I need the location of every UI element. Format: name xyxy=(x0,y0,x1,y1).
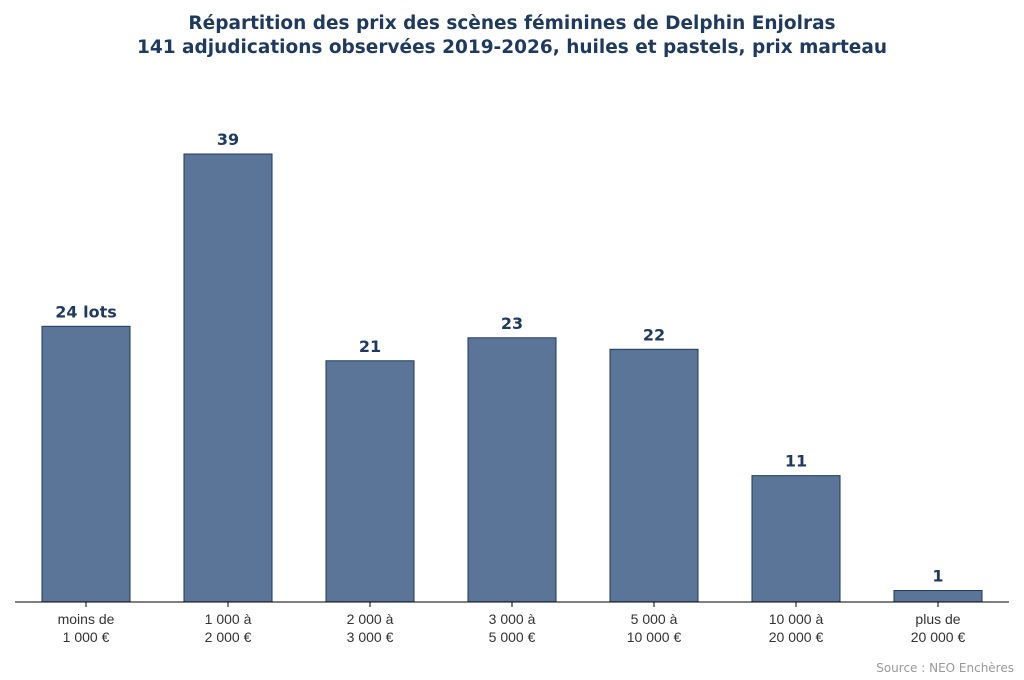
x-tick-label: 5 000 € xyxy=(489,629,536,645)
x-tick-label: 10 000 à xyxy=(769,611,824,627)
x-tick-label: 10 000 € xyxy=(627,629,682,645)
data-label: 21 xyxy=(359,337,381,356)
data-label: 22 xyxy=(643,325,665,344)
source-note: Source : NEO Enchères xyxy=(876,661,1014,675)
data-label: 39 xyxy=(217,130,239,149)
x-tick-label: 20 000 € xyxy=(911,629,966,645)
chart-title: Répartition des prix des scènes féminine… xyxy=(188,13,836,34)
data-label: 11 xyxy=(785,452,807,471)
bar xyxy=(751,475,841,603)
x-tick-label: 1 000 € xyxy=(63,629,110,645)
x-tick-label: moins de xyxy=(58,611,115,627)
chart-title-block: Répartition des prix des scènes féminine… xyxy=(0,12,1024,60)
x-tick-label: plus de xyxy=(915,611,960,627)
x-tick-label: 3 000 € xyxy=(347,629,394,645)
x-tick-label: 20 000 € xyxy=(769,629,824,645)
bar xyxy=(467,337,557,603)
x-tick-label: 3 000 à xyxy=(489,611,536,627)
data-label: 23 xyxy=(501,314,523,333)
x-tick-label: 1 000 à xyxy=(205,611,252,627)
chart-subtitle: 141 adjudications observées 2019-2026, h… xyxy=(136,37,888,58)
bar xyxy=(325,360,415,603)
data-label: 24 lots xyxy=(55,302,116,321)
bar xyxy=(609,348,699,603)
x-tick-label: 2 000 à xyxy=(347,611,394,627)
bar xyxy=(893,590,983,603)
data-label: 1 xyxy=(932,567,943,586)
bar xyxy=(41,325,131,603)
x-tick-label: 5 000 à xyxy=(631,611,678,627)
bar xyxy=(183,153,273,603)
x-tick-label: 2 000 € xyxy=(205,629,252,645)
